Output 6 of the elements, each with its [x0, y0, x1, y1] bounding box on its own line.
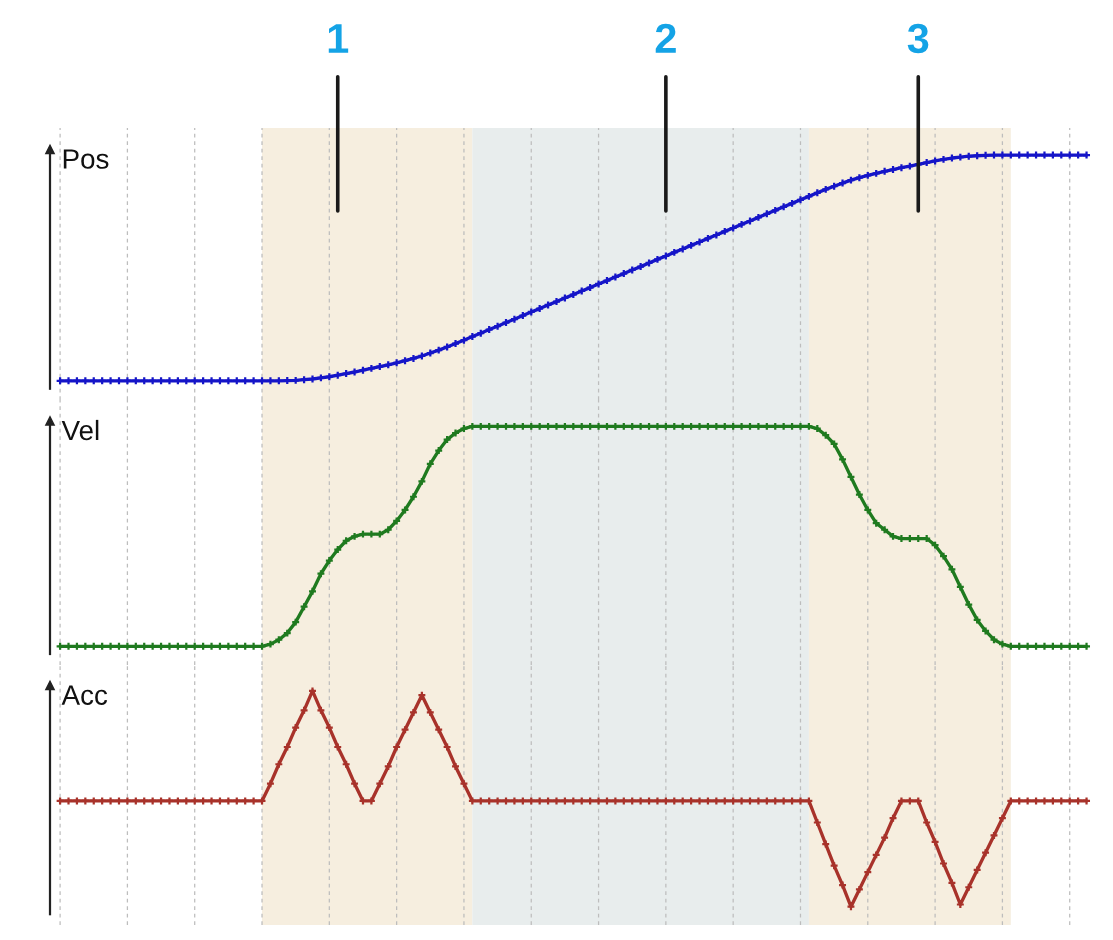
y-axis-title: Pos [63, 149, 109, 169]
text: 1 [328, 24, 349, 53]
text: 2 [655, 23, 676, 53]
y-axis-title: Acc [61, 685, 108, 705]
y-axis-title: Vel [61, 419, 99, 441]
text: 3 [907, 23, 929, 54]
